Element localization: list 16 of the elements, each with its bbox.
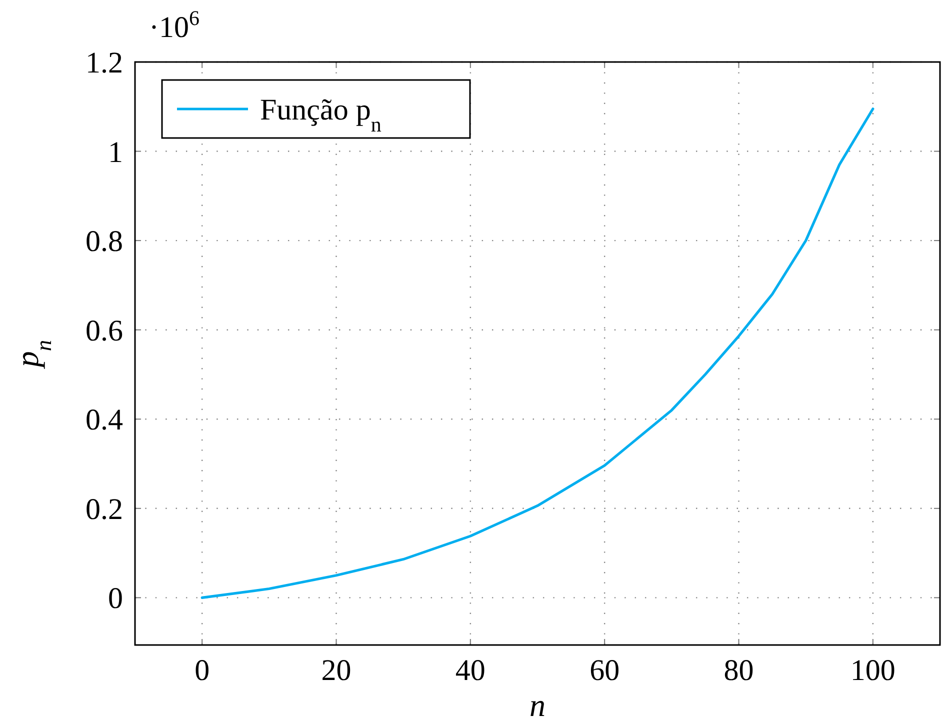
y-tick-label: 0 bbox=[108, 582, 123, 616]
x-tick-label: 0 bbox=[194, 654, 210, 687]
y-tick-label: 1.2 bbox=[86, 46, 123, 80]
y-tick-label: 1 bbox=[108, 136, 123, 169]
legend-label: Função p$_{n}$ bbox=[260, 94, 382, 136]
y-tick-label: 0.6 bbox=[86, 314, 123, 348]
y-tick-label: 0.8 bbox=[86, 225, 123, 258]
y-tick-label: 0.4 bbox=[86, 404, 123, 437]
x-tick-label: 20 bbox=[321, 654, 352, 687]
x-tick-label: 80 bbox=[724, 654, 754, 687]
x-axis-title: n bbox=[530, 687, 546, 722]
x-tick-label: 100 bbox=[850, 654, 896, 687]
x-tick-label: 60 bbox=[590, 654, 620, 687]
text: ·10$^{6}$ bbox=[149, 6, 200, 44]
y-tick-label: 0.2 bbox=[86, 492, 123, 526]
x-tick-label: 40 bbox=[455, 654, 486, 687]
